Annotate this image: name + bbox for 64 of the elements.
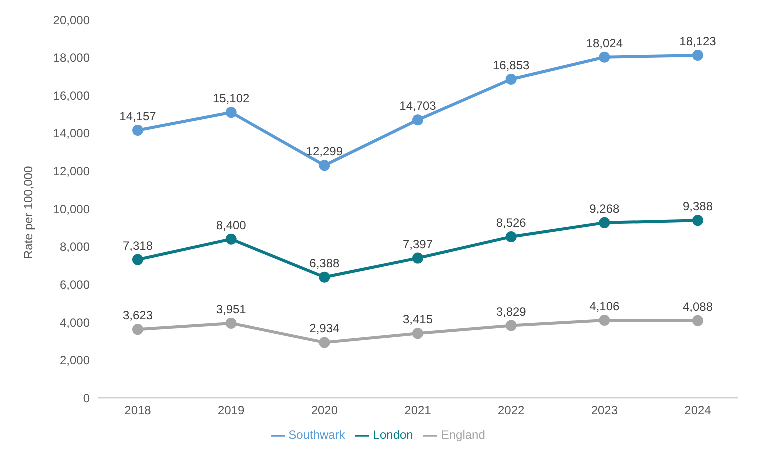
point <box>319 272 330 283</box>
point <box>692 315 704 326</box>
y-tick-label: 10,000 <box>53 202 90 216</box>
data-label: 3,415 <box>402 312 434 327</box>
x-tick-label: 2024 <box>684 404 712 418</box>
legend-label: Southwark <box>288 428 346 442</box>
point <box>599 217 610 228</box>
data-label: 8,400 <box>216 218 247 232</box>
y-tick-label: 20,000 <box>53 13 90 28</box>
point <box>599 52 610 63</box>
data-label: 7,397 <box>402 237 434 252</box>
data-label: 14,157 <box>120 109 157 124</box>
point <box>506 231 517 242</box>
point <box>226 234 237 245</box>
legend-label: England <box>441 428 486 442</box>
data-label: 3,623 <box>122 308 154 323</box>
point <box>226 107 237 118</box>
y-tick-label: 2,000 <box>60 354 90 368</box>
x-tick-label: 2020 <box>311 404 338 418</box>
data-label: 4,088 <box>682 300 714 314</box>
point <box>319 160 330 172</box>
data-label: 6,388 <box>310 256 340 270</box>
point <box>692 50 704 61</box>
y-tick-label: 16,000 <box>53 88 90 103</box>
x-tick-label: 2018 <box>124 404 152 418</box>
data-label: 9,268 <box>590 202 620 216</box>
point <box>132 324 144 336</box>
data-label: 8,526 <box>496 216 527 230</box>
x-tick-label: 2021 <box>404 404 432 418</box>
x-tick-label: 2019 <box>218 404 246 418</box>
point <box>132 124 144 136</box>
y-tick-label: 6,000 <box>60 278 90 292</box>
point <box>412 328 424 340</box>
y-tick-label: 14,000 <box>53 126 90 141</box>
point <box>692 215 704 226</box>
point <box>412 114 424 126</box>
point <box>599 315 610 326</box>
y-tick-label: 8,000 <box>60 240 90 254</box>
point <box>506 320 517 332</box>
data-label: 15,102 <box>212 92 250 106</box>
data-label: 7,318 <box>122 238 154 253</box>
data-label: 16,853 <box>492 58 530 73</box>
y-tick-label: 4,000 <box>60 316 90 330</box>
x-tick-label: 2023 <box>591 404 618 418</box>
point <box>132 254 144 266</box>
point <box>319 337 330 348</box>
data-label: 3,951 <box>216 302 247 316</box>
data-label: 12,299 <box>306 144 344 159</box>
y-axis-title: Rate per 100,000 <box>21 166 36 260</box>
data-label: 18,123 <box>680 34 717 48</box>
y-tick-label: 12,000 <box>53 164 90 179</box>
y-tick-label: 0 <box>83 391 90 406</box>
point <box>506 74 517 86</box>
data-label: 4,106 <box>590 300 620 314</box>
y-tick-label: 18,000 <box>53 51 90 66</box>
x-tick-label: 2022 <box>498 404 526 418</box>
point <box>412 252 424 264</box>
data-label: 18,024 <box>586 36 624 50</box>
data-label: 2,934 <box>310 322 340 336</box>
legend-label: London <box>373 428 414 442</box>
data-label: 14,703 <box>400 99 437 114</box>
point <box>226 318 237 329</box>
data-label: 3,829 <box>496 304 527 319</box>
data-label: 9,388 <box>682 200 714 214</box>
